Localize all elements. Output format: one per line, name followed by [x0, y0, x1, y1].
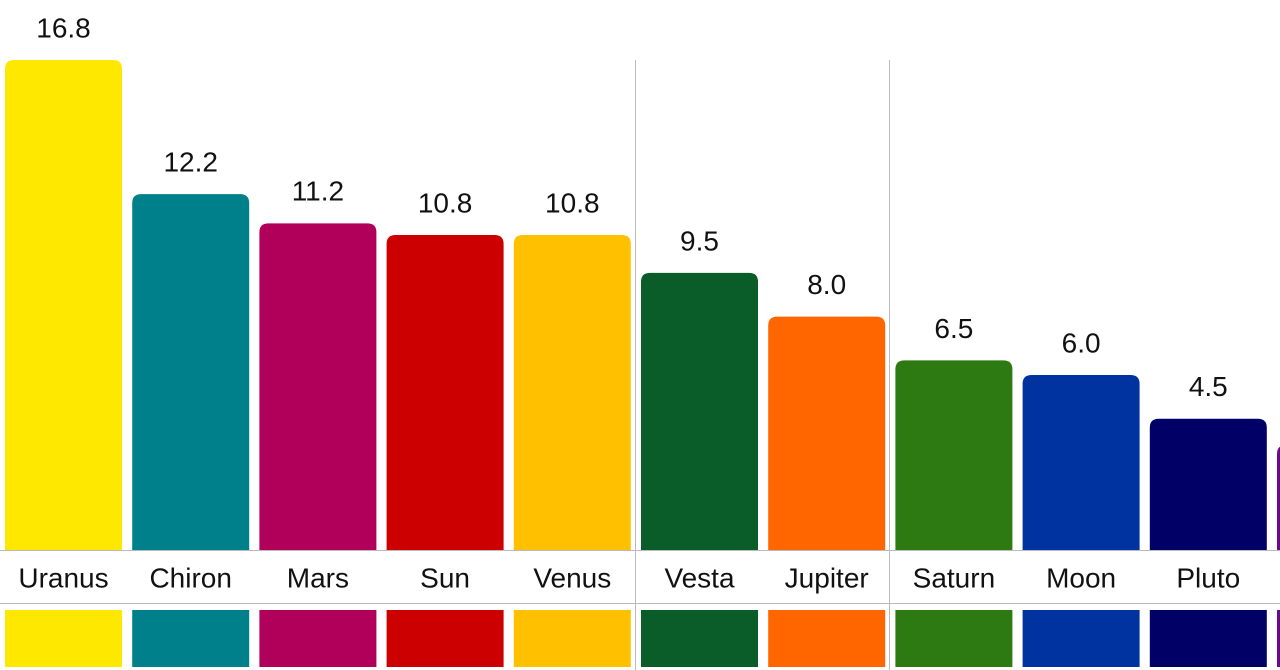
- value-label: 4.5: [1189, 371, 1228, 402]
- x-tick-label: Jupiter: [785, 562, 869, 593]
- x-tick-label: Moon: [1046, 562, 1116, 593]
- bar: [259, 223, 377, 551]
- color-swatch: [1022, 610, 1140, 667]
- value-label: 10.8: [545, 187, 600, 218]
- bar: [5, 60, 122, 550]
- color-swatch: [259, 610, 377, 667]
- bar: [768, 316, 886, 550]
- value-label: 11.2: [292, 176, 344, 207]
- bar: [1277, 446, 1280, 550]
- color-swatch: [132, 610, 250, 667]
- bar: [132, 194, 250, 550]
- value-label: 16.8: [36, 12, 91, 43]
- color-swatch: [386, 610, 504, 667]
- value-label: 9.5: [680, 225, 719, 256]
- value-label: 12.2: [163, 147, 218, 178]
- x-tick-label: Venus: [533, 562, 611, 593]
- color-swatch: [1277, 610, 1280, 667]
- value-label: 10.8: [418, 187, 473, 218]
- bar: [513, 235, 631, 550]
- bar: [386, 235, 504, 550]
- x-tick-label: Mars: [287, 562, 349, 593]
- x-tick-label: Pluto: [1176, 562, 1240, 593]
- color-swatch: [5, 610, 122, 667]
- bar: [641, 272, 758, 550]
- x-tick-label: Saturn: [913, 562, 996, 593]
- x-tick-label: Sun: [420, 562, 470, 593]
- value-label: 8.0: [807, 269, 846, 300]
- bar: [1022, 375, 1140, 550]
- x-tick-label: Vesta: [664, 562, 734, 593]
- color-swatch: [513, 610, 631, 667]
- x-tick-label: Uranus: [18, 562, 108, 593]
- color-swatch: [768, 610, 886, 667]
- color-swatch: [641, 610, 758, 667]
- bar: [895, 360, 1013, 550]
- value-label: 6.0: [1062, 327, 1101, 358]
- value-label: 6.5: [934, 313, 973, 344]
- x-tick-label: Chiron: [149, 562, 231, 593]
- color-swatch: [895, 610, 1013, 667]
- bar: [1149, 418, 1267, 550]
- color-swatch: [1149, 610, 1267, 667]
